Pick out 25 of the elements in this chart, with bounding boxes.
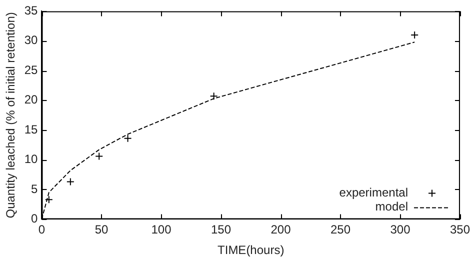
x-tick-label: 100 xyxy=(151,222,172,237)
y-tick-label: 30 xyxy=(24,33,38,48)
x-tick-label: 150 xyxy=(210,222,232,237)
x-tick-label: 350 xyxy=(450,222,470,237)
y-tick-label: 0 xyxy=(31,212,38,226)
point xyxy=(44,196,53,204)
y-tick-label: 35 xyxy=(24,4,38,18)
y-tick-label: 25 xyxy=(24,62,38,77)
x-axis-title: TIME(hours) xyxy=(218,243,284,258)
y-tick-label: 15 xyxy=(24,122,38,136)
point xyxy=(95,152,104,160)
point xyxy=(66,178,74,186)
y-tick-label: 10 xyxy=(24,152,38,166)
point xyxy=(124,134,132,142)
x-tick-label: 300 xyxy=(390,222,411,237)
point xyxy=(210,92,218,100)
y-tick-label: 20 xyxy=(24,92,38,107)
x-tick-label: 200 xyxy=(270,222,292,237)
x-tick-label: 50 xyxy=(94,222,108,237)
legend-label: experimental xyxy=(339,186,408,200)
x-tick-label: 250 xyxy=(330,222,351,237)
legend-label: model xyxy=(375,200,408,214)
y-axis-title: Quantity leached (% of initial retention) xyxy=(4,12,18,218)
point xyxy=(410,30,419,39)
y-tick-label: 5 xyxy=(31,182,38,196)
